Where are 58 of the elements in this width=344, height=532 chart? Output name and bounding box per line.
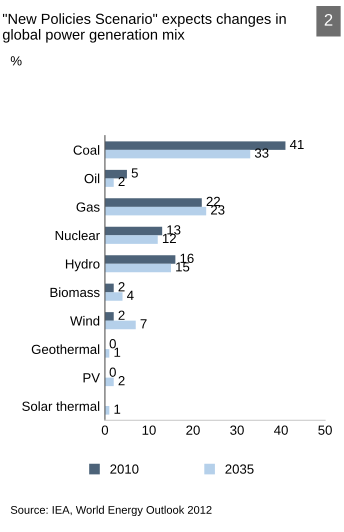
data-label: 41 xyxy=(290,140,304,150)
x-tick-label: 30 xyxy=(230,425,244,435)
data-label: 5 xyxy=(132,168,138,178)
data-label: 0 xyxy=(110,368,116,377)
data-label: 15 xyxy=(176,262,190,272)
bar xyxy=(104,292,123,301)
data-label: 2 xyxy=(118,310,125,320)
y-tick-label: Oil xyxy=(84,174,100,184)
y-tick-label: Coal xyxy=(74,145,100,155)
x-tick-label: 20 xyxy=(186,425,200,435)
data-label: 16 xyxy=(180,254,194,264)
data-label: 1 xyxy=(114,348,120,357)
bar xyxy=(104,406,110,415)
bar xyxy=(104,378,114,386)
bar xyxy=(104,206,206,216)
y-tick-label: Gas xyxy=(76,202,100,212)
source-note: Source: IEA, World Energy Outlook 2012 xyxy=(10,506,212,516)
bar xyxy=(104,170,127,178)
bar xyxy=(104,226,162,236)
y-tick-label: Nuclear xyxy=(56,230,100,240)
x-tick-label: 10 xyxy=(142,425,156,435)
data-label: 0 xyxy=(110,339,116,348)
bar xyxy=(104,198,202,207)
bar xyxy=(104,349,110,358)
data-label: 13 xyxy=(167,225,180,235)
data-label: 1 xyxy=(114,404,120,414)
data-label: 2 xyxy=(118,176,125,186)
text: 2 xyxy=(324,14,332,26)
text: % xyxy=(10,56,22,66)
y-tick-label: Biomass xyxy=(50,287,100,298)
bar xyxy=(104,141,286,150)
data-label: 2 xyxy=(118,376,125,386)
data-label: 22 xyxy=(206,196,220,206)
data-label: 33 xyxy=(254,148,268,158)
legend-label: 2010 xyxy=(110,464,138,474)
y-tick-label: Geothermal xyxy=(32,344,100,354)
bar xyxy=(104,320,136,330)
bar xyxy=(104,255,176,264)
bar xyxy=(104,178,114,187)
data-label: 7 xyxy=(140,319,147,328)
bar xyxy=(104,235,158,244)
data-label: 23 xyxy=(211,205,224,215)
legend-label: 2035 xyxy=(225,464,254,474)
y-tick-label: Hydro xyxy=(66,258,100,272)
bar xyxy=(104,150,250,158)
bar xyxy=(104,284,114,292)
x-tick-label: 50 xyxy=(318,425,332,435)
data-label: 4 xyxy=(127,290,134,300)
x-tick-label: 0 xyxy=(102,425,108,435)
y-tick-label: PV xyxy=(84,373,100,382)
y-tick-label: Wind xyxy=(70,316,100,326)
data-label: 2 xyxy=(118,282,125,292)
y-tick-label: Solar thermal xyxy=(22,401,100,411)
data-label: 12 xyxy=(162,234,176,243)
x-tick-label: 40 xyxy=(274,425,288,435)
chart-title: "New Policies Scenario" expects changes in global power generation mix xyxy=(2,13,286,43)
bar xyxy=(104,312,114,321)
bar xyxy=(104,264,171,272)
